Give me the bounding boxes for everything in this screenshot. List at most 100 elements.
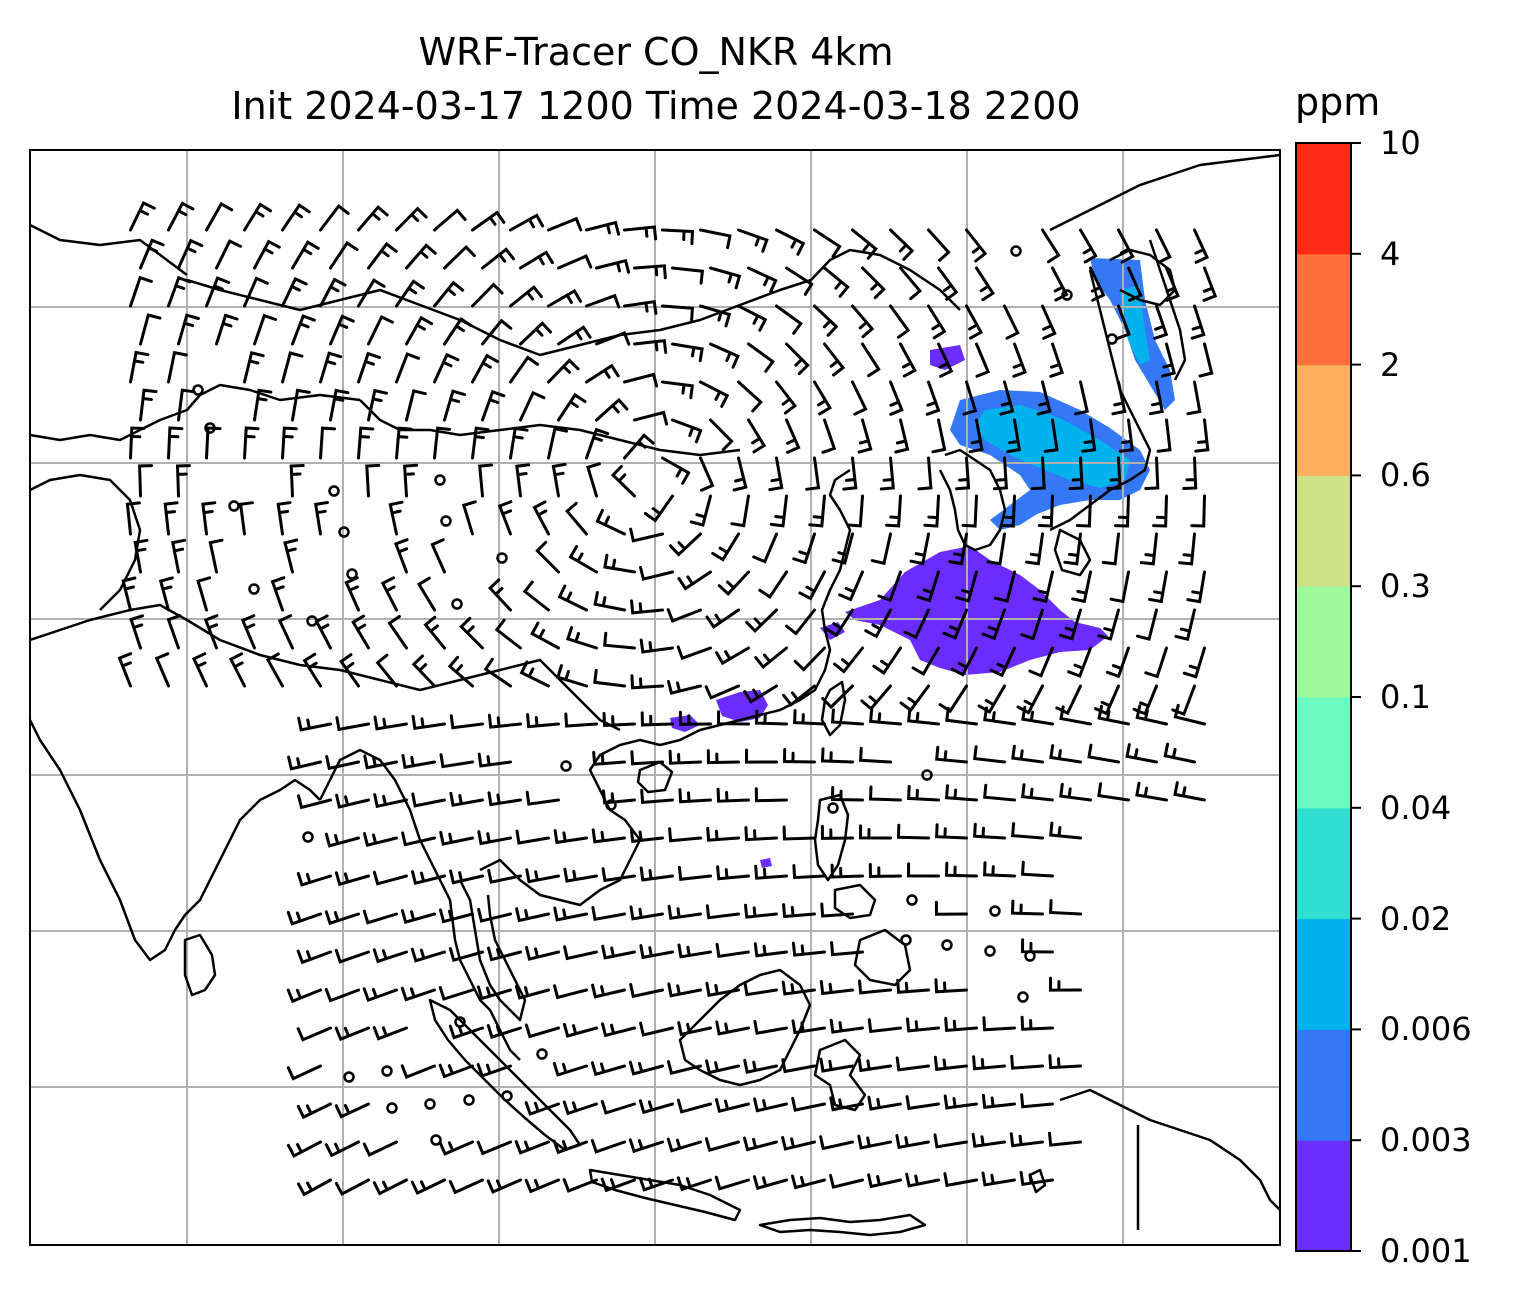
wind-barb xyxy=(405,243,437,270)
wind-barb xyxy=(591,828,626,844)
wind-barb xyxy=(709,418,734,452)
wind-barb xyxy=(411,654,436,688)
wind-barb xyxy=(917,456,933,491)
calm-wind-marker xyxy=(921,769,933,781)
wind-barb xyxy=(934,900,968,916)
wind-barb xyxy=(281,203,311,232)
wind-barb xyxy=(552,1061,588,1077)
colorbar-frame xyxy=(1295,142,1352,1252)
wind-barb xyxy=(935,745,968,764)
wind-barb xyxy=(447,655,474,688)
wind-barb xyxy=(668,827,702,843)
wind-barb xyxy=(1097,704,1130,726)
wind-barb xyxy=(478,463,494,498)
wind-barb xyxy=(1161,342,1177,378)
wind-barb xyxy=(1182,456,1198,490)
wind-barb xyxy=(1127,266,1143,302)
wind-barb xyxy=(519,321,552,346)
wind-barb xyxy=(831,532,854,565)
wind-barb xyxy=(602,711,636,727)
wind-barb xyxy=(975,342,991,378)
colorbar-segment xyxy=(1296,807,1351,920)
calm-wind-marker xyxy=(1024,950,1036,962)
wind-barb xyxy=(367,241,398,270)
wind-barb xyxy=(630,599,664,615)
wind-barb xyxy=(362,909,398,925)
wind-barb xyxy=(416,576,436,612)
colorbar-tick-label: 0.003 xyxy=(1380,1121,1472,1160)
wind-barb xyxy=(1186,380,1202,416)
wind-barb xyxy=(705,1059,740,1075)
wind-barb xyxy=(1111,380,1127,416)
wind-barb xyxy=(591,906,626,922)
wind-barb xyxy=(1153,304,1169,340)
wind-barb xyxy=(1048,1131,1082,1147)
wind-barb xyxy=(449,869,484,885)
wind-barb xyxy=(744,903,778,919)
wind-barb xyxy=(643,494,674,523)
wind-barb xyxy=(1049,342,1064,378)
wind-barb xyxy=(1173,781,1206,802)
wind-barb xyxy=(562,1100,598,1116)
wind-barb xyxy=(821,684,854,710)
wind-barb xyxy=(629,983,664,999)
wind-barb xyxy=(509,355,540,384)
wind-barb xyxy=(552,1139,588,1155)
wind-barb xyxy=(973,745,1006,764)
wind-barb xyxy=(154,652,170,688)
wind-barb xyxy=(286,1064,322,1081)
wind-barb xyxy=(699,228,732,250)
wind-barb xyxy=(281,351,304,384)
wind-barb xyxy=(471,282,504,308)
wind-barb xyxy=(629,527,664,543)
wind-barb xyxy=(297,794,332,810)
wind-barb xyxy=(668,749,702,765)
coast-korea xyxy=(938,448,1007,552)
wind-barb xyxy=(819,1135,854,1151)
border-inner-china xyxy=(359,399,741,457)
wind-barb xyxy=(747,418,767,454)
wind-barb xyxy=(745,748,778,764)
wind-barb xyxy=(638,1099,674,1115)
wind-barb xyxy=(595,397,629,422)
wind-barb xyxy=(1012,342,1027,378)
wind-barb xyxy=(982,1016,1016,1032)
calm-wind-marker xyxy=(338,526,350,538)
wind-barb xyxy=(857,1057,892,1073)
wind-barb xyxy=(296,949,332,965)
wind-barb xyxy=(706,749,740,765)
wind-barb xyxy=(1194,418,1210,453)
wind-barb xyxy=(623,300,658,315)
wind-barb xyxy=(851,304,875,339)
wind-barb xyxy=(629,827,664,843)
wind-barb xyxy=(487,868,522,884)
wind-barb xyxy=(228,652,246,688)
calm-wind-marker xyxy=(454,1016,466,1028)
wind-barb xyxy=(667,904,702,920)
wind-barb xyxy=(514,1140,550,1155)
wind-barb xyxy=(633,410,669,426)
wind-barb xyxy=(1020,1093,1054,1109)
calm-wind-marker xyxy=(248,583,260,595)
wind-barb xyxy=(395,352,420,384)
wind-barb xyxy=(1135,704,1168,726)
wind-barb xyxy=(547,288,582,308)
wind-barb xyxy=(864,608,892,639)
wind-barb xyxy=(158,576,174,612)
wind-barb xyxy=(1019,1170,1054,1186)
wind-barb xyxy=(291,388,311,422)
wind-barb xyxy=(798,570,826,601)
wind-barb xyxy=(666,608,702,623)
wind-barb xyxy=(297,716,332,732)
calm-wind-marker xyxy=(346,568,358,580)
wind-barb xyxy=(277,614,294,650)
wind-barb xyxy=(791,1096,826,1112)
wind-barb xyxy=(870,532,892,566)
wind-barb xyxy=(879,456,895,491)
wind-barb xyxy=(1173,703,1206,726)
wind-barb xyxy=(296,1026,332,1042)
wind-barb xyxy=(133,538,149,574)
wind-barb xyxy=(1020,608,1044,641)
wind-barb xyxy=(253,239,281,270)
